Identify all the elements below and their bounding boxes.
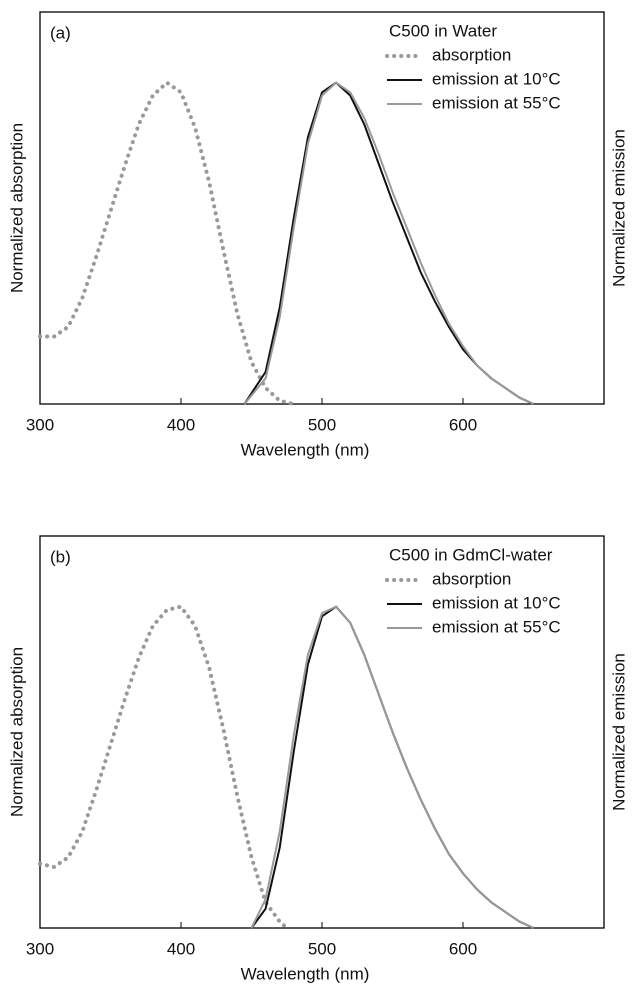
legend-label: emission at 55°C	[432, 617, 561, 636]
data-line	[250, 605, 534, 929]
x-tick-label: 300	[26, 939, 54, 958]
legend-title: C500 in GdmCl-water	[389, 545, 553, 564]
x-axis-title: Wavelength (nm)	[241, 440, 370, 459]
panel-label: (b)	[50, 547, 71, 566]
legend-label: emission at 55°C	[432, 93, 561, 112]
x-tick-label: 500	[308, 939, 336, 958]
legend-title: C500 in Water	[389, 21, 497, 40]
x-tick-label: 400	[167, 939, 195, 958]
y-axis-title: Normalized absorption	[7, 647, 26, 817]
y2-axis-title: Normalized emission	[609, 653, 628, 811]
panel-label: (a)	[50, 23, 71, 42]
data-line	[38, 80, 296, 406]
data-line	[243, 81, 534, 405]
y-axis-title: Normalized absorption	[7, 123, 26, 293]
x-tick-label: 300	[26, 415, 54, 434]
data-line	[243, 81, 534, 405]
data-line	[250, 605, 534, 929]
x-axis-title: Wavelength (nm)	[241, 964, 370, 983]
x-tick-label: 400	[167, 415, 195, 434]
y2-axis-title: Normalized emission	[609, 129, 628, 287]
legend-label: emission at 10°C	[432, 69, 561, 88]
legend-label: absorption	[432, 45, 511, 64]
legend-label: emission at 10°C	[432, 593, 561, 612]
data-line	[38, 604, 289, 930]
x-tick-label: 600	[449, 415, 477, 434]
legend-label: absorption	[432, 569, 511, 588]
x-tick-label: 600	[449, 939, 477, 958]
x-tick-label: 500	[308, 415, 336, 434]
